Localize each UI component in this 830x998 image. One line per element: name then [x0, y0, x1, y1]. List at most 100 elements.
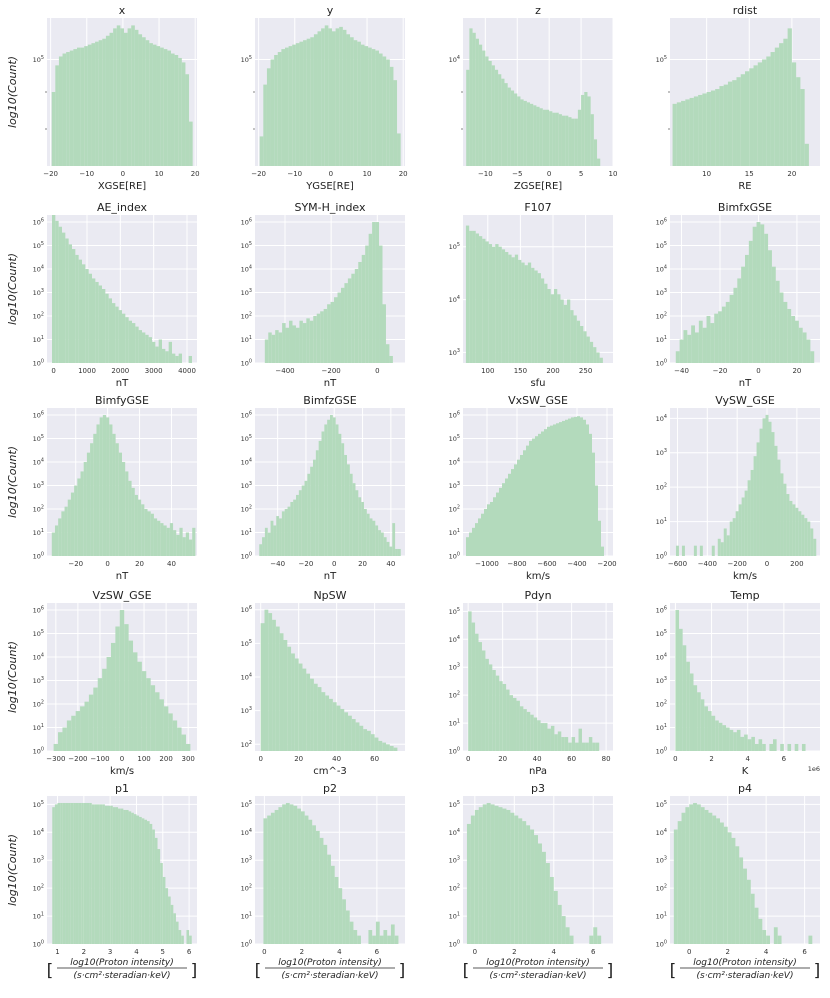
histogram-bar — [514, 464, 517, 556]
histogram-bar — [531, 267, 535, 363]
y-tick-label: 104 — [33, 653, 44, 662]
histogram-bar — [542, 109, 546, 166]
histogram-bar — [550, 725, 555, 751]
histogram-bar — [347, 278, 352, 363]
x-tick-label: −1000 — [475, 560, 499, 568]
histogram-bar — [334, 297, 338, 363]
histogram-bar — [541, 851, 546, 944]
histogram-bar — [55, 220, 59, 363]
histogram-bar — [355, 490, 359, 556]
bracket-left: [ — [255, 961, 262, 981]
y-axis-label: log10(Count) — [6, 834, 19, 906]
histogram-bar — [342, 899, 346, 944]
histogram-bar — [118, 310, 122, 363]
histogram-bar — [681, 812, 686, 944]
histogram-bar — [494, 69, 499, 166]
histogram-bar — [723, 826, 728, 944]
histogram-bar — [533, 717, 538, 751]
histogram-bar — [80, 471, 84, 556]
histogram-bar — [148, 337, 152, 363]
histogram-bar — [118, 452, 122, 556]
histogram-bar — [115, 807, 119, 944]
histogram-bar — [94, 804, 97, 944]
x-tick-label: 0 — [51, 367, 55, 375]
histogram-bar — [346, 34, 351, 166]
y-tick-label: 101 — [449, 912, 460, 921]
histogram-bar — [146, 678, 151, 751]
histogram-bar — [135, 326, 139, 363]
histogram-bar — [592, 452, 595, 556]
histogram-bar — [363, 729, 368, 751]
histogram-bar — [804, 518, 808, 556]
histogram-bar — [361, 254, 366, 363]
x-tick-label: −200 — [68, 755, 87, 763]
histogram-bar — [272, 619, 276, 751]
histogram-bar — [585, 742, 589, 751]
chart-title: VzSW_GSE — [92, 589, 151, 602]
histogram-bar — [753, 456, 757, 556]
histogram-bar — [91, 43, 96, 166]
chart-bimfxgse: −40 −20 0 20 100 101 102 103 104 105 106 BimfxGSE nT — [656, 201, 820, 389]
x-tick-label: 4 — [552, 948, 557, 956]
histogram-bar — [157, 849, 161, 944]
y-axis-label: log10(Count) — [6, 641, 19, 713]
histogram-bar — [689, 673, 694, 751]
y-tick-label: 102 — [241, 312, 252, 321]
histogram-bar — [704, 809, 709, 944]
histogram-bar — [787, 308, 792, 363]
histogram-bar — [273, 525, 277, 556]
histogram-bar — [58, 732, 63, 751]
histogram-bar — [389, 745, 394, 751]
histogram-bar — [733, 287, 738, 363]
histogram-bar — [369, 518, 373, 556]
histogram-bar — [599, 357, 603, 363]
histogram-bar — [302, 323, 307, 363]
x-axis-label: ZGSE[RE] — [514, 181, 562, 192]
histogram-bar — [504, 83, 508, 166]
histogram-bar — [358, 497, 362, 556]
histogram-bar — [301, 485, 305, 556]
histogram-bar — [472, 230, 476, 363]
histogram-bar — [704, 706, 708, 751]
x-axis-label: nT — [116, 571, 129, 582]
chart-p1: 1 2 3 4 5 6 100 101 102 103 104 105 p1 log10(Count) lo… — [6, 782, 197, 981]
histogram-bar — [383, 537, 387, 556]
x-tick-label: 200 — [546, 367, 559, 375]
y-tick-label: 101 — [656, 335, 667, 344]
chart-title: AE_index — [97, 201, 148, 214]
histogram-bar — [382, 742, 387, 751]
histogram-bar — [596, 352, 600, 363]
bracket-left: [ — [463, 961, 470, 981]
y-tick-label: 100 — [33, 747, 44, 756]
histogram-bar — [810, 528, 814, 556]
y-tick-label: 104 — [33, 265, 44, 274]
x-tick-label: −40 — [674, 367, 689, 375]
y-tick-label: 100 — [241, 940, 252, 949]
y-tick-label: 103 — [33, 856, 44, 865]
histogram-bar — [689, 804, 694, 944]
y-tick-label: 104 — [33, 828, 44, 837]
histogram-bar — [698, 320, 703, 363]
histogram-bar — [808, 935, 813, 944]
histogram-bar — [541, 431, 544, 556]
histogram-bar — [308, 819, 313, 944]
histogram-bar — [783, 301, 788, 363]
histogram-bar — [783, 38, 788, 166]
histogram-bar — [587, 96, 591, 166]
histogram-bar — [306, 38, 311, 166]
x-tick-label: 4 — [134, 948, 139, 956]
histogram-bar — [593, 927, 598, 944]
x-tick-label: 4 — [764, 948, 769, 956]
histogram-bar — [547, 426, 550, 556]
histogram-bar — [523, 709, 527, 751]
histogram-bar — [181, 62, 186, 166]
histogram-bar — [731, 837, 736, 944]
histogram-bar — [737, 278, 742, 363]
chart-vzsw-gse: −300 −200 −100 0 100 200 300 100 101 102 103 104 105… — [6, 589, 197, 777]
x-tick-label: 15 — [745, 170, 754, 178]
y-tick-label: 103 — [449, 856, 460, 865]
x-tick-label: −100 — [90, 755, 109, 763]
histogram-bar — [166, 527, 170, 556]
histogram-bar — [708, 812, 713, 944]
histogram-bar — [353, 40, 358, 167]
